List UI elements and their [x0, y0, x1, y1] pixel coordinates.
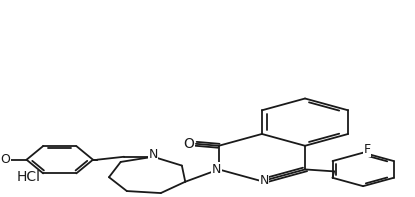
Text: O: O: [0, 153, 10, 166]
Text: N: N: [259, 174, 269, 187]
Text: N: N: [149, 148, 158, 161]
Text: HCl: HCl: [17, 170, 41, 184]
Text: N: N: [212, 163, 221, 176]
Text: F: F: [364, 143, 371, 156]
Text: O: O: [183, 137, 194, 151]
